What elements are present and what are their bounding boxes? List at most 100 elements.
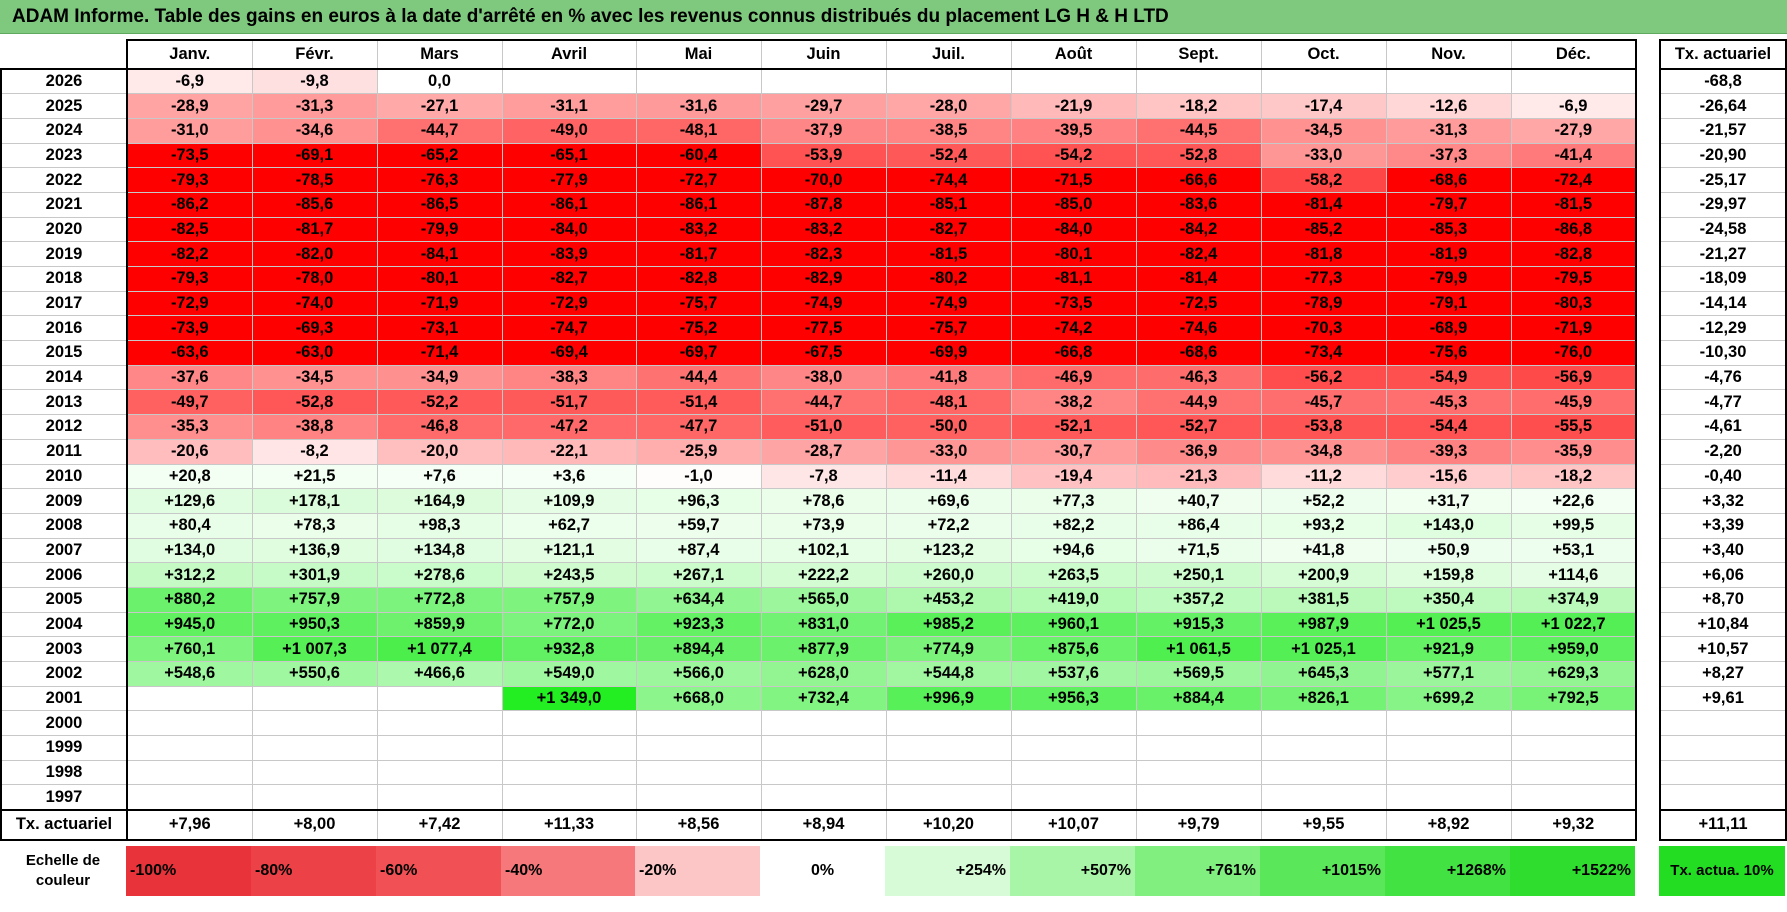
gain-cell: -83,9 [501,241,637,267]
color-swatch: -40% [501,846,635,896]
year-row: 2007 +134,0 +136,9 +134,8 +121,1 +87,4 +102,1 +… [0,537,1787,564]
year-label: 2011 [0,438,128,465]
gain-cell: -52,4 [885,142,1012,169]
year-label: 2001 [0,685,128,712]
gain-cell: -81,7 [635,241,762,267]
column-gap [1636,291,1660,316]
gain-cell: -72,9 [501,290,637,317]
gain-cell [1135,710,1262,737]
gain-cell: -1,0 [635,463,762,490]
gain-cell [376,685,503,712]
gain-cell: +98,3 [376,512,503,539]
actuarial-value: -25,17 [1659,167,1787,193]
actuarial-value: +9,61 [1659,685,1787,712]
gain-cell: -49,0 [501,117,637,144]
gain-cell: -44,4 [635,364,762,391]
gain-cell: +78,6 [760,488,887,514]
gain-cell: -19,4 [1010,463,1137,490]
year-label: 1997 [0,784,128,811]
year-row: 2012 -35,3 -38,8 -46,8 -47,2 -47,7 -51,0 -50,0-… [0,414,1787,440]
actuarial-value: -4,76 [1659,364,1787,391]
column-gap [1635,846,1659,896]
gain-cell: -20,6 [126,438,253,465]
gain-cell: -85,3 [1385,216,1512,243]
column-gap [1636,538,1660,563]
gain-cell: -74,9 [885,290,1012,317]
actuarial-value: -0,40 [1659,463,1787,490]
gain-cell: -11,2 [1260,463,1387,490]
gain-cell: -85,2 [1260,216,1387,243]
column-gap [1636,340,1660,366]
gain-cell: -77,3 [1260,266,1387,292]
gain-cell: -20,0 [376,438,503,465]
total-cell: +8,92 [1385,808,1512,841]
gain-cell: +134,0 [126,537,253,564]
actuarial-value: -4,77 [1659,389,1787,416]
actuarial-value [1659,784,1787,811]
gain-cell: -82,0 [251,241,378,267]
gain-cell: +859,9 [376,611,503,638]
gain-cell: +114,6 [1510,562,1637,588]
gain-cell: -71,5 [1010,167,1137,193]
year-label: 2023 [0,142,128,169]
actuarial-value: -2,20 [1659,438,1787,465]
gain-cell: -38,3 [501,364,637,391]
column-gap [1636,167,1660,193]
actuarial-value: -21,57 [1659,117,1787,144]
year-row: 2000 [0,710,1787,737]
column-gap [1636,464,1660,489]
gain-cell: +178,1 [251,488,378,514]
year-row: 2005 +880,2 +757,9 +772,8 +757,9 +634,4 +565,0… [0,586,1787,613]
gain-cell: +629,3 [1510,661,1637,687]
actuarial-value: +6,06 [1659,562,1787,588]
gain-cell: -73,9 [126,315,253,342]
gain-cell: +932,8 [501,636,637,662]
gain-cell: -9,8 [251,68,378,95]
gain-cell: -33,0 [885,438,1012,465]
gain-cell: -84,0 [501,216,637,243]
year-row: 2024 -31,0 -34,6 -44,7 -49,0 -48,1 -37,9 -38,5-… [0,117,1787,144]
year-label: 2003 [0,636,128,662]
gain-cell: -35,9 [1510,438,1637,465]
gain-cell: -38,8 [251,414,378,440]
column-gap [1636,612,1660,637]
gain-cell: +634,4 [635,586,762,613]
gain-cell: +301,9 [251,562,378,588]
year-label: 2013 [0,389,128,416]
gain-cell: +143,0 [1385,512,1512,539]
gain-cell: +453,2 [885,586,1012,613]
gain-cell: +921,9 [1385,636,1512,662]
gain-cell [126,710,253,737]
month-header: Oct. [1260,39,1387,70]
gain-cell: -81,7 [251,216,378,243]
year-label: 2014 [0,364,128,391]
corner-cell [1,40,127,69]
gain-cell: +959,0 [1510,636,1637,662]
gain-cell: -41,8 [885,364,1012,391]
gain-cell [1260,68,1387,95]
gain-cell: -18,2 [1510,463,1637,490]
actuarial-value: +3,40 [1659,537,1787,564]
gain-cell: -69,3 [251,315,378,342]
gain-cell: -7,8 [760,463,887,490]
actuarial-value: -14,14 [1659,290,1787,317]
gain-cell: +250,1 [1135,562,1262,588]
gain-cell: -37,9 [760,117,887,144]
gain-cell: -80,2 [885,266,1012,292]
gain-cell: +956,3 [1010,685,1137,712]
gain-cell: +877,9 [760,636,887,662]
year-label: 2005 [0,586,128,613]
column-gap [1636,315,1660,341]
gain-cell [1010,735,1137,761]
gain-cell: +96,3 [635,488,762,514]
gain-cell: -52,2 [376,389,503,416]
gain-cell: -86,5 [376,191,503,218]
gain-cell: -46,9 [1010,364,1137,391]
gain-cell: -66,8 [1010,340,1137,366]
total-cell: +7,96 [126,808,253,841]
gain-cell [1135,735,1262,761]
gain-cell: +350,4 [1385,586,1512,613]
year-label: 2017 [0,290,128,317]
actuarial-value: -4,61 [1659,414,1787,440]
gain-cell [1010,710,1137,737]
